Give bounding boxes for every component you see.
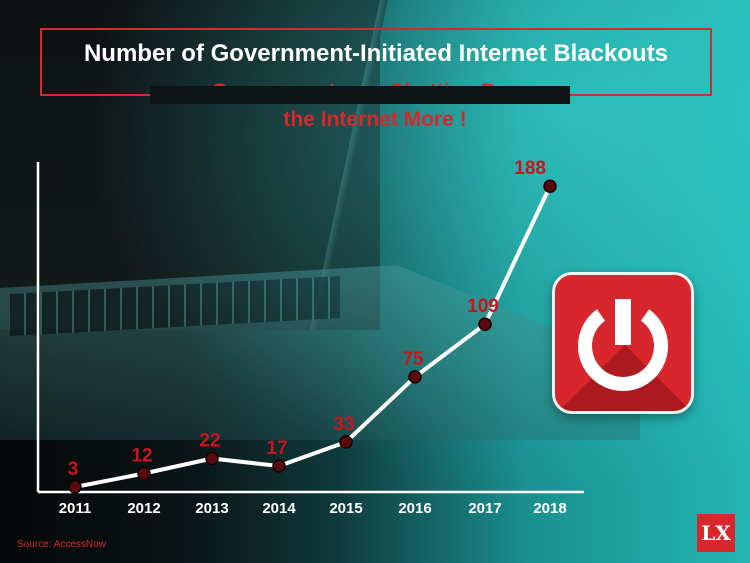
data-point: [408, 370, 422, 384]
subtitle-line-2: the Internet More !: [283, 108, 467, 131]
data-point: [272, 459, 286, 473]
data-point: [339, 435, 353, 449]
x-tick-labels: 2011 2012 2013 2014 2015 2016 2017 2018: [59, 500, 567, 517]
brand-logo: LX: [697, 514, 735, 552]
data-point: [137, 466, 151, 481]
data-label: 3: [68, 459, 79, 480]
data-points: [68, 179, 557, 494]
data-label: 188: [514, 158, 546, 179]
data-point: [205, 451, 219, 466]
x-tick-label: 2016: [398, 500, 431, 517]
data-label: 75: [402, 349, 424, 370]
x-tick-label: 2014: [262, 500, 296, 517]
data-label: 33: [333, 414, 354, 435]
data-point: [68, 480, 82, 494]
data-point: [478, 317, 492, 331]
data-label: 17: [266, 438, 287, 459]
chart-title: Number of Government-Initiated Internet …: [83, 40, 669, 67]
data-label: 12: [131, 446, 152, 467]
subtitle-frame-gap: [150, 86, 570, 104]
data-label: 109: [467, 296, 499, 317]
x-tick-label: 2012: [127, 500, 160, 517]
x-tick-label: 2013: [195, 500, 228, 517]
data-label: 22: [199, 431, 220, 452]
x-tick-label: 2018: [533, 500, 566, 517]
series-line: [74, 185, 552, 489]
power-icon: [578, 299, 668, 391]
x-tick-label: 2011: [59, 500, 92, 517]
x-tick-label: 2015: [329, 500, 362, 517]
data-labels: 3 12 22 17 33 75 109 188: [68, 158, 546, 480]
x-tick-label: 2017: [468, 500, 501, 517]
power-button-graphic: [552, 272, 694, 414]
source-note: Source: AccessNow: [17, 539, 106, 550]
data-point: [543, 179, 557, 193]
